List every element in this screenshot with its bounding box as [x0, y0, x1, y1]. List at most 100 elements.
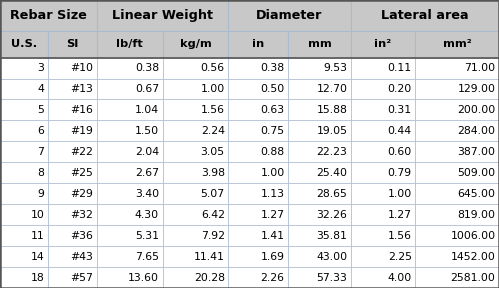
Text: 0.88: 0.88 [260, 147, 284, 157]
Text: #32: #32 [70, 210, 93, 220]
Text: 57.33: 57.33 [316, 272, 347, 283]
Text: #19: #19 [70, 126, 93, 136]
Text: 2.25: 2.25 [388, 252, 412, 262]
Bar [288, 267, 351, 288]
Bar [415, 246, 499, 267]
Bar [97, 162, 163, 183]
Bar [228, 120, 288, 141]
Bar [97, 0, 228, 31]
Bar [97, 120, 163, 141]
Text: mm²: mm² [443, 39, 472, 49]
Text: 2.67: 2.67 [135, 168, 159, 178]
Text: #10: #10 [70, 63, 93, 73]
Bar [228, 58, 288, 79]
Bar [351, 162, 415, 183]
Bar [0, 79, 48, 99]
Bar [288, 162, 351, 183]
Bar [415, 204, 499, 225]
Bar [351, 0, 499, 31]
Text: 22.23: 22.23 [316, 147, 347, 157]
Text: 129.00: 129.00 [458, 84, 496, 94]
Text: Diameter: Diameter [256, 9, 323, 22]
Bar [163, 183, 228, 204]
Text: 3.40: 3.40 [135, 189, 159, 199]
Text: 1.69: 1.69 [260, 252, 284, 262]
Bar [415, 31, 499, 58]
Text: #57: #57 [70, 272, 93, 283]
Bar [0, 141, 48, 162]
Text: 0.50: 0.50 [260, 84, 284, 94]
Text: 819.00: 819.00 [458, 210, 496, 220]
Bar [48, 120, 97, 141]
Text: 284.00: 284.00 [458, 126, 496, 136]
Text: kg/m: kg/m [180, 39, 211, 49]
Text: 0.60: 0.60 [388, 147, 412, 157]
Bar [228, 99, 288, 120]
Bar [97, 79, 163, 99]
Bar [48, 31, 97, 58]
Bar [48, 267, 97, 288]
Bar [48, 183, 97, 204]
Bar [97, 58, 163, 79]
Text: 1.27: 1.27 [260, 210, 284, 220]
Bar [163, 99, 228, 120]
Bar [288, 246, 351, 267]
Bar [228, 141, 288, 162]
Text: 0.11: 0.11 [388, 63, 412, 73]
Bar [0, 246, 48, 267]
Bar [288, 31, 351, 58]
Text: 25.40: 25.40 [316, 168, 347, 178]
Text: 1.00: 1.00 [260, 168, 284, 178]
Text: 0.56: 0.56 [201, 63, 225, 73]
Text: #16: #16 [70, 105, 93, 115]
Bar [415, 141, 499, 162]
Bar [163, 225, 228, 246]
Bar [288, 183, 351, 204]
Bar [97, 183, 163, 204]
Text: 6.42: 6.42 [201, 210, 225, 220]
Bar [228, 162, 288, 183]
Bar [163, 31, 228, 58]
Text: 0.38: 0.38 [260, 63, 284, 73]
Bar [351, 225, 415, 246]
Text: 1.04: 1.04 [135, 105, 159, 115]
Bar [351, 99, 415, 120]
Bar [97, 225, 163, 246]
Bar [48, 79, 97, 99]
Text: 2.24: 2.24 [201, 126, 225, 136]
Bar [288, 120, 351, 141]
Bar [0, 31, 48, 58]
Text: 387.00: 387.00 [458, 147, 496, 157]
Bar [97, 204, 163, 225]
Bar [288, 225, 351, 246]
Text: 19.05: 19.05 [316, 126, 347, 136]
Text: 2.04: 2.04 [135, 147, 159, 157]
Text: Rebar Size: Rebar Size [10, 9, 87, 22]
Bar [48, 99, 97, 120]
Text: #36: #36 [70, 231, 93, 241]
Bar [163, 162, 228, 183]
Text: 5.31: 5.31 [135, 231, 159, 241]
Bar [163, 141, 228, 162]
Text: #22: #22 [70, 147, 93, 157]
Bar [0, 162, 48, 183]
Bar [228, 183, 288, 204]
Bar [48, 225, 97, 246]
Bar [97, 246, 163, 267]
Text: 32.26: 32.26 [316, 210, 347, 220]
Bar [415, 120, 499, 141]
Bar [0, 0, 97, 31]
Text: in: in [252, 39, 264, 49]
Text: 0.79: 0.79 [388, 168, 412, 178]
Bar [415, 162, 499, 183]
Bar [0, 120, 48, 141]
Text: 1.00: 1.00 [388, 189, 412, 199]
Bar [351, 79, 415, 99]
Text: 12.70: 12.70 [316, 84, 347, 94]
Bar [163, 79, 228, 99]
Text: 1452.00: 1452.00 [451, 252, 496, 262]
Text: U.S.: U.S. [11, 39, 37, 49]
Bar [97, 267, 163, 288]
Text: Linear Weight: Linear Weight [112, 9, 213, 22]
Text: 11: 11 [30, 231, 44, 241]
